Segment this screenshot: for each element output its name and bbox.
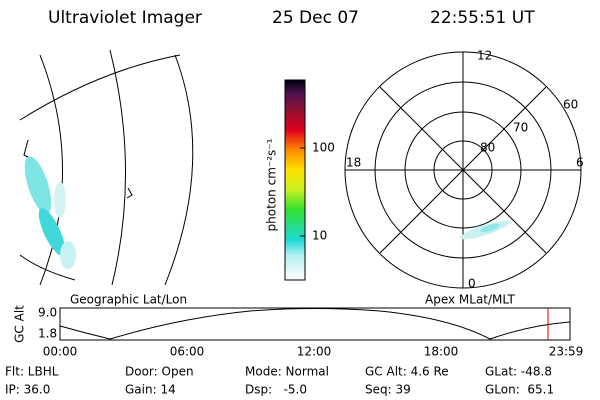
polar-ring-label: 80 [480,141,495,155]
polar-label: 12 [477,49,492,63]
time-tick-label: 23:59 [549,345,584,359]
time: 22:55:51 UT [430,8,535,28]
status-field: Flt: LBHL [5,365,59,379]
colorbar-tick-label: 100 [312,141,335,155]
status-field: GLon: 65.1 [485,383,554,397]
status-field: Seq: 39 [365,383,411,397]
status-field: GC Alt: 4.6 Re [365,365,449,379]
time-tick-label: 18:00 [424,345,459,359]
altitude-tick-label: 9.0 [38,306,57,320]
status-field: Mode: Normal [245,365,329,379]
geo-map [19,49,194,286]
polar-ring-label: 70 [513,121,528,135]
altitude-frame [59,307,571,341]
status-field: Gain: 14 [125,383,176,397]
title: Ultraviolet Imager [48,8,202,28]
status-field: Dsp: -5.0 [245,383,307,397]
polar-ring-label: 60 [563,98,578,112]
colorbar [284,79,306,281]
time-tick-label: 06:00 [170,345,205,359]
time-tick-label: 00:00 [43,345,78,359]
colorbar-tick-label: 10 [312,229,327,243]
colorbar-label: photon cm⁻²s⁻¹ [265,138,279,231]
polar-plot [344,51,582,289]
status-field: IP: 36.0 [5,383,50,397]
status-field: Door: Open [125,365,194,379]
time-tick-label: 12:00 [297,345,332,359]
altitude-label: GC Alt [13,305,27,343]
status-field: GLat: -48.8 [485,365,552,379]
altitude-tick-label: 1.8 [38,327,57,341]
geo-label: Geographic Lat/Lon [70,293,187,307]
polar-label: 18 [346,156,361,170]
polar-label: 6 [576,156,584,170]
apex-label: Apex MLat/MLT [425,293,515,307]
altitude-curve [59,308,571,340]
polar-label: 0 [468,277,476,291]
date: 25 Dec 07 [272,8,359,28]
